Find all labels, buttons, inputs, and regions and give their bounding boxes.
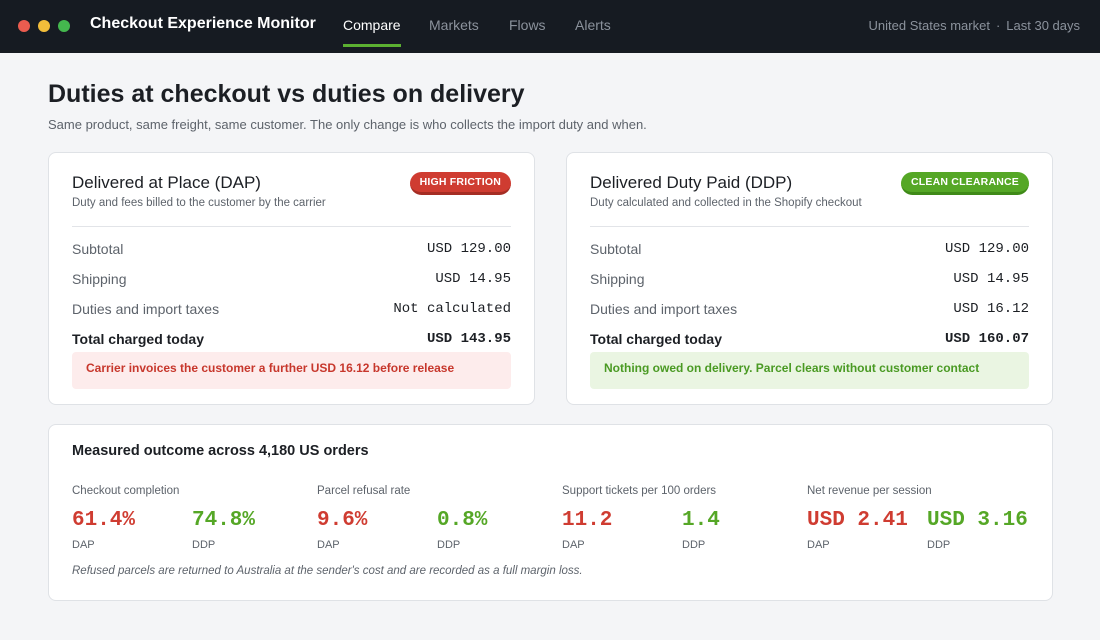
app-header: Checkout Experience Monitor Compare Mark… — [0, 0, 1100, 53]
line-label: Shipping — [590, 271, 645, 287]
page-subtitle: Same product, same freight, same custome… — [48, 117, 647, 132]
ddp-line-total: Total charged today USD 160.07 — [590, 329, 1029, 349]
metric-checkout-completion: Checkout completion 61.4% 74.8% DAP DDP — [72, 485, 312, 565]
window-close-button[interactable] — [18, 20, 30, 32]
tab-markets[interactable]: Markets — [429, 17, 479, 33]
tab-alerts[interactable]: Alerts — [575, 17, 611, 33]
market-label: United States market — [868, 18, 990, 33]
line-value: USD 129.00 — [426, 241, 511, 257]
market-period-info: United States market · Last 30 days — [869, 18, 1080, 33]
metric-ddp-tag: DDP — [192, 539, 216, 551]
dap-card: Delivered at Place (DAP) Duty and fees b… — [48, 152, 535, 405]
tab-compare[interactable]: Compare — [343, 17, 401, 47]
metric-dap-value: USD 2.41 — [807, 509, 908, 532]
line-label: Subtotal — [590, 241, 642, 257]
ddp-card-description: Duty calculated and collected in the Sho… — [590, 197, 862, 209]
metric-ddp-tag: DDP — [927, 539, 951, 551]
line-value: Not calculated — [393, 301, 511, 317]
line-label: Duties and import taxes — [590, 301, 738, 317]
dap-card-description: Duty and fees billed to the customer by … — [72, 197, 326, 209]
metric-ddp-value: 74.8% — [192, 509, 256, 532]
metric-dap-tag: DAP — [562, 539, 585, 551]
metric-parcel-refusal: Parcel refusal rate 9.6% 0.8% DAP DDP — [317, 485, 557, 565]
metric-dap-value: 61.4% — [72, 509, 136, 532]
line-label: Duties and import taxes — [72, 301, 220, 317]
metric-dap-value: 11.2 — [562, 509, 613, 532]
metric-label: Checkout completion — [72, 485, 180, 497]
dap-line-duties: Duties and import taxes Not calculated — [72, 299, 511, 319]
outcome-footnote: Refused parcels are returned to Australi… — [72, 565, 583, 577]
ddp-card-divider — [590, 226, 1029, 227]
line-label: Total charged today — [590, 331, 722, 347]
dap-status-badge: HIGH FRICTION — [409, 172, 511, 195]
line-label: Subtotal — [72, 241, 124, 257]
dap-line-subtotal: Subtotal USD 129.00 — [72, 239, 511, 259]
line-value: USD 129.00 — [944, 241, 1029, 257]
outcome-panel: Measured outcome across 4,180 US orders … — [48, 424, 1053, 601]
dap-card-title: Delivered at Place (DAP) — [72, 173, 261, 192]
ddp-callout: Nothing owed on delivery. Parcel clears … — [590, 352, 1029, 389]
line-value: USD 160.07 — [944, 331, 1029, 347]
outcome-title: Measured outcome across 4,180 US orders — [72, 443, 369, 459]
ddp-card: Delivered Duty Paid (DDP) Duty calculate… — [566, 152, 1053, 405]
ddp-line-shipping: Shipping USD 14.95 — [590, 269, 1029, 289]
metric-ddp-value: USD 3.16 — [927, 509, 1028, 532]
app-title: Checkout Experience Monitor — [90, 15, 316, 32]
line-label: Shipping — [72, 271, 127, 287]
metric-ddp-tag: DDP — [437, 539, 461, 551]
ddp-card-title: Delivered Duty Paid (DDP) — [590, 173, 793, 192]
metric-dap-tag: DAP — [72, 539, 95, 551]
dap-line-total: Total charged today USD 143.95 — [72, 329, 511, 349]
metric-dap-tag: DAP — [317, 539, 340, 551]
ddp-line-duties: Duties and import taxes USD 16.12 — [590, 299, 1029, 319]
dap-card-divider — [72, 226, 511, 227]
metric-label: Parcel refusal rate — [317, 485, 411, 497]
metric-dap-tag: DAP — [807, 539, 830, 551]
line-value: USD 14.95 — [435, 271, 511, 287]
line-label: Total charged today — [72, 331, 204, 347]
period-label: Last 30 days — [1006, 18, 1080, 33]
metric-net-revenue: Net revenue per session USD 2.41 USD 3.1… — [807, 485, 1047, 565]
window-minimize-button[interactable] — [38, 20, 50, 32]
dap-line-shipping: Shipping USD 14.95 — [72, 269, 511, 289]
metric-ddp-value: 0.8% — [437, 509, 488, 532]
metric-ddp-value: 1.4 — [682, 509, 720, 532]
ddp-line-subtotal: Subtotal USD 129.00 — [590, 239, 1029, 259]
line-value: USD 143.95 — [426, 331, 511, 347]
info-separator: · — [995, 18, 1001, 33]
metric-dap-value: 9.6% — [317, 509, 368, 532]
metric-support-tickets: Support tickets per 100 orders 11.2 1.4 … — [562, 485, 802, 565]
line-value: USD 16.12 — [953, 301, 1029, 317]
metric-label: Net revenue per session — [807, 485, 932, 497]
line-value: USD 14.95 — [953, 271, 1029, 287]
ddp-status-badge: CLEAN CLEARANCE — [901, 172, 1029, 195]
dap-callout: Carrier invoices the customer a further … — [72, 352, 511, 389]
window-maximize-button[interactable] — [58, 20, 70, 32]
tab-flows[interactable]: Flows — [509, 17, 546, 33]
page-title: Duties at checkout vs duties on delivery — [48, 80, 525, 108]
metric-label: Support tickets per 100 orders — [562, 485, 717, 497]
metric-ddp-tag: DDP — [682, 539, 706, 551]
